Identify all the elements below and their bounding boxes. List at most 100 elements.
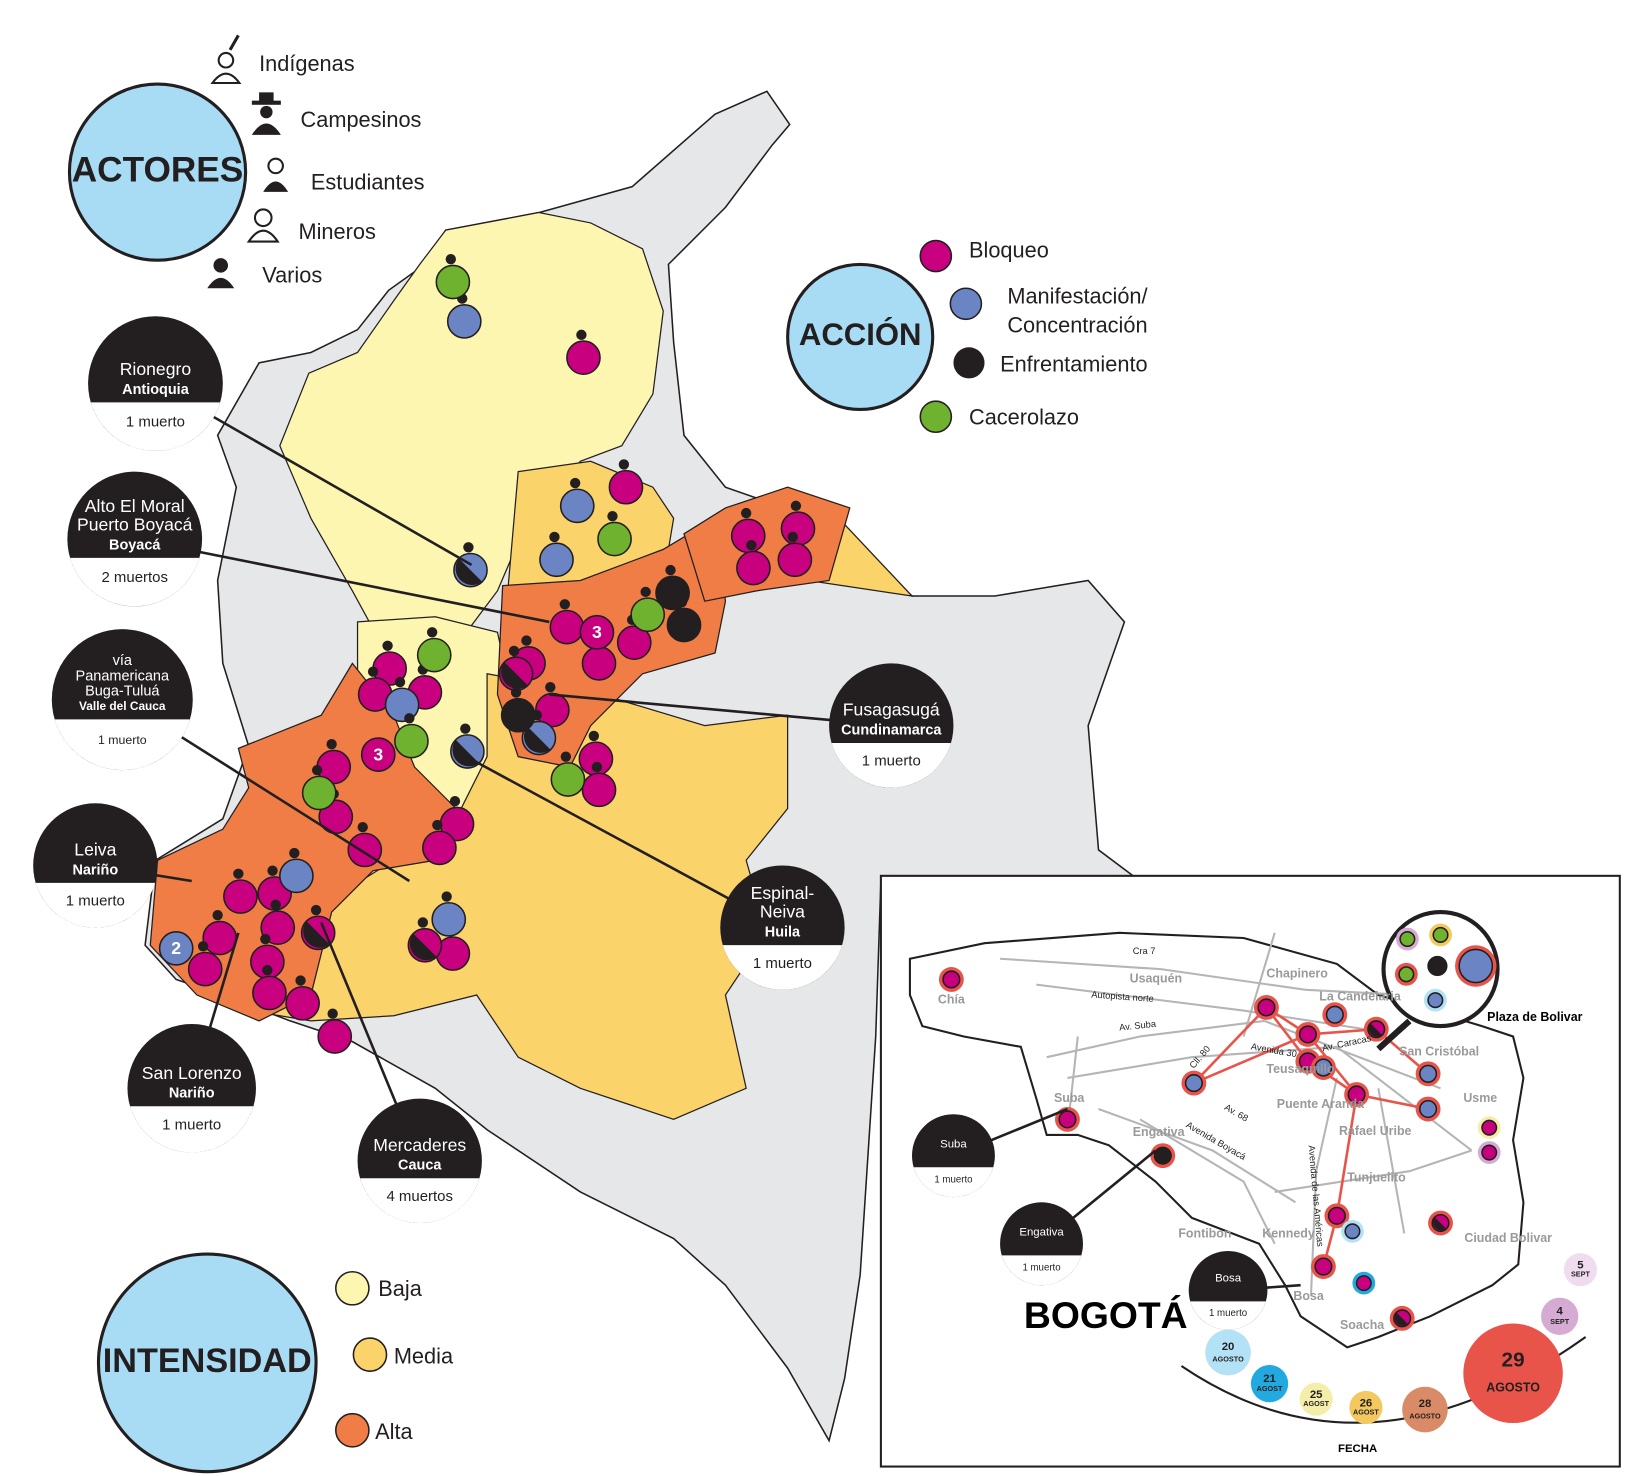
- locality-label: Puente Aranda: [1277, 1097, 1364, 1111]
- country-map: [144, 90, 1143, 1443]
- date-circle: [1463, 1323, 1563, 1424]
- leader-line: [134, 537, 550, 624]
- callout-deaths: 1 muerto: [98, 733, 147, 747]
- date-day: 4: [1557, 1306, 1564, 1318]
- date-month: SEPT: [1550, 1317, 1570, 1326]
- legend-item: Manifestación/: [1007, 283, 1148, 308]
- actor-icon: [432, 819, 443, 831]
- date-month: AGOST: [1353, 1407, 1379, 1416]
- marker: [1399, 931, 1416, 948]
- date-month: AGOST: [1257, 1384, 1283, 1393]
- actor-icon: [445, 254, 456, 265]
- marker-half: [1394, 1312, 1408, 1326]
- actor-icon: [262, 964, 273, 976]
- legend-swatch: [352, 1337, 388, 1372]
- actor-icon: [233, 868, 244, 879]
- marker: [500, 697, 536, 733]
- marker-half: [1433, 1217, 1447, 1231]
- date-day: 28: [1419, 1398, 1432, 1410]
- actor-icon: [449, 796, 461, 807]
- marker: [539, 542, 574, 578]
- marker: [736, 550, 771, 586]
- callout-base: [90, 402, 221, 451]
- legend-item: Cacerolazo: [969, 405, 1079, 430]
- callout-place: Alto El Moral: [85, 496, 185, 516]
- locality-label: Bosa: [1293, 1289, 1323, 1303]
- locality-label: San Cristóbal: [1399, 1044, 1479, 1058]
- legend-item: Campesinos: [301, 107, 422, 132]
- callout-deaths: 1 muerto: [753, 955, 812, 972]
- callout-region: Nariño: [72, 862, 118, 878]
- marker: [1314, 1058, 1333, 1077]
- marker: [597, 521, 632, 557]
- callout-place: Engativa: [1019, 1226, 1064, 1238]
- callout-place: Panamericana: [76, 668, 170, 684]
- legend-title: ACTORES: [72, 150, 244, 189]
- legend-item: Baja: [378, 1276, 422, 1301]
- actor-icon: [545, 682, 556, 693]
- street-label: Autopista norte: [1091, 989, 1154, 1003]
- date-day: 25: [1310, 1389, 1323, 1401]
- callout-region: Cundinamarca: [841, 722, 942, 738]
- marker: [1327, 1206, 1346, 1225]
- callout-place: Rionegro: [120, 359, 192, 379]
- action-legend: ACCIÓN Bloqueo Manifestación/ Concentrac…: [786, 238, 1149, 434]
- callout-deaths: 4 muertos: [386, 1188, 453, 1205]
- locality-label: Usaquén: [1130, 972, 1182, 986]
- marker: [279, 858, 314, 894]
- locality-label: Tunjuelito: [1347, 1171, 1406, 1185]
- marker: [1257, 998, 1276, 1017]
- date-day: 5: [1577, 1260, 1584, 1272]
- locality-label: Rafael Uribe: [1339, 1124, 1412, 1138]
- actor-icon: [746, 540, 757, 551]
- actor-icon: [740, 507, 752, 519]
- date-circle: [1250, 1364, 1289, 1403]
- marker: [1481, 1144, 1498, 1161]
- marker: [416, 637, 452, 673]
- marker: [1344, 1223, 1361, 1240]
- locality-label: Soacha: [1340, 1318, 1384, 1332]
- locality-label: Kennedy: [1262, 1227, 1315, 1241]
- marker: [158, 931, 194, 966]
- marker: [223, 879, 258, 914]
- marker: [435, 264, 471, 300]
- magnifier-handle: [1376, 1018, 1412, 1052]
- marker: [1355, 1275, 1372, 1292]
- locality-label: Ciudad Bolivar: [1464, 1231, 1552, 1245]
- marker: [1432, 926, 1449, 943]
- actor-icon: [367, 666, 379, 677]
- marker: [317, 1019, 353, 1054]
- legend-swatch: [953, 347, 985, 379]
- date-month: AGOST: [1303, 1399, 1329, 1408]
- locality-label: Usme: [1463, 1091, 1497, 1105]
- date-month: AGOSTO: [1212, 1354, 1244, 1363]
- callout-base: [913, 1167, 994, 1198]
- marker: [780, 511, 816, 547]
- actor-icon: [394, 676, 406, 688]
- marker: [616, 625, 652, 661]
- actor-icon: [559, 599, 570, 610]
- plaza-label: Plaza de Bolivar: [1487, 1010, 1582, 1024]
- locality-label: Teusaquillo: [1266, 1062, 1335, 1076]
- legend-swatch: [919, 239, 953, 273]
- marker: [360, 737, 396, 772]
- marker: [446, 304, 482, 339]
- callout-base: [1001, 1255, 1082, 1286]
- marker: [1427, 992, 1444, 1009]
- actor-icon: [441, 891, 452, 902]
- callout-deaths: 1 muerto: [1209, 1308, 1247, 1319]
- legend-circle: [786, 262, 935, 412]
- marker: [581, 646, 617, 681]
- actor-icon: [588, 730, 600, 742]
- actor-icon: [382, 640, 393, 651]
- marker: [1347, 1085, 1366, 1104]
- actor-icon: [508, 645, 520, 657]
- marker: [1153, 1146, 1172, 1165]
- actor-icon: [295, 975, 306, 986]
- callout-place: Puerto Boyacá: [77, 514, 193, 534]
- marker: [549, 609, 585, 645]
- marker: [1481, 1119, 1498, 1136]
- marker: [550, 762, 586, 797]
- callout-place: Buga-Tuluá: [85, 684, 160, 700]
- legend-item: Enfrentamiento: [1000, 352, 1148, 377]
